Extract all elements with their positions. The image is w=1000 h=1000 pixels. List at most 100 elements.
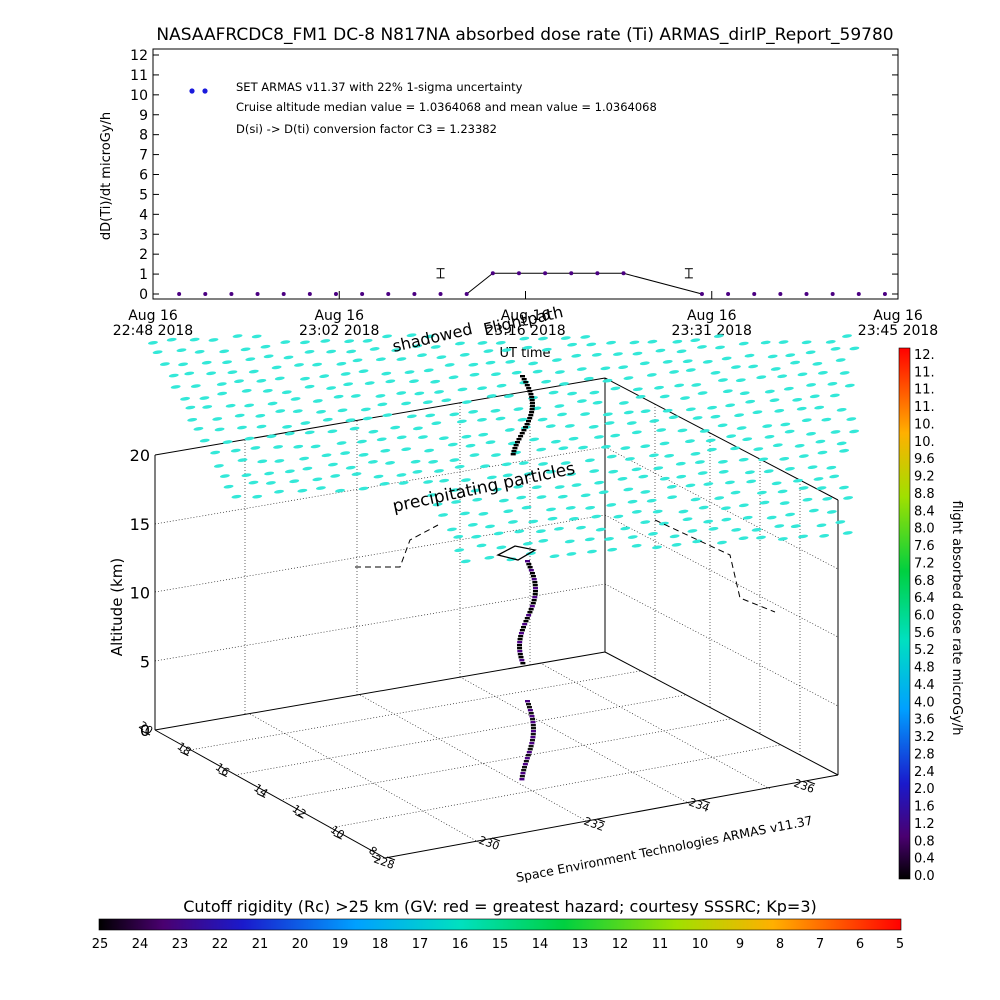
particle-mark	[682, 517, 693, 522]
particle-mark	[344, 339, 355, 344]
particle-mark	[654, 385, 664, 390]
particle-mark	[551, 358, 562, 362]
particle-mark	[725, 403, 736, 408]
particle-mark	[566, 552, 577, 556]
right-colorbar-tick-label: 0.8	[914, 834, 935, 849]
particle-mark	[742, 515, 753, 520]
particle-mark	[401, 447, 412, 451]
bottom-colorbar-tick-label: 22	[212, 937, 229, 952]
particle-mark	[358, 486, 369, 491]
particle-mark	[592, 400, 603, 405]
particle-mark	[826, 465, 837, 470]
flightpath-point	[522, 623, 528, 626]
particle-mark	[777, 537, 788, 541]
right-colorbar-tick-label: 4.4	[914, 678, 935, 693]
particle-mark	[669, 534, 680, 539]
particle-mark	[401, 401, 412, 406]
particle-mark	[756, 535, 767, 540]
particle-mark	[521, 505, 532, 510]
bottom-colorbar-tick-label: 21	[252, 937, 269, 952]
particle-mark	[726, 434, 737, 438]
particle-mark	[485, 440, 496, 445]
bottom-colorbar-tick-label: 20	[292, 937, 309, 952]
particle-mark	[516, 495, 527, 500]
particle-mark	[839, 448, 850, 453]
particle-mark	[606, 454, 617, 459]
particle-mark	[283, 355, 294, 360]
particle-mark	[424, 334, 435, 339]
particle-mark	[505, 359, 516, 364]
particle-mark	[772, 443, 783, 448]
particle-mark	[567, 391, 578, 396]
y-tick-label: 0	[139, 287, 148, 303]
particle-mark	[490, 453, 501, 457]
particle-mark	[351, 472, 362, 476]
particle-mark	[358, 369, 369, 374]
lat-tick-mark	[256, 793, 266, 798]
particle-mark	[300, 421, 311, 425]
right-colorbar-tick-label: 5.2	[914, 643, 935, 658]
particle-mark	[631, 430, 642, 435]
particle-mark	[250, 446, 261, 450]
particle-mark	[522, 345, 533, 350]
particle-mark	[690, 338, 701, 343]
particle-mark	[659, 394, 670, 399]
3d-grid	[154, 390, 839, 844]
particle-mark	[376, 437, 387, 442]
particle-mark	[779, 501, 790, 505]
particle-mark	[685, 368, 696, 372]
particle-mark	[538, 539, 549, 543]
y-tick-label: 10	[130, 88, 148, 104]
particle-mark	[423, 368, 434, 373]
particle-mark	[813, 477, 824, 481]
particle-mark	[557, 494, 568, 499]
flightpath-point	[522, 763, 528, 766]
particle-mark	[827, 381, 838, 386]
bottom-colorbar-tick-label: 15	[492, 937, 509, 952]
particle-mark	[152, 350, 163, 355]
particle-mark	[234, 379, 244, 383]
particle-mark	[245, 357, 256, 362]
particle-mark	[501, 462, 512, 467]
legend-dot-icon	[189, 88, 195, 94]
particle-mark	[738, 457, 749, 462]
particle-mark	[796, 406, 807, 411]
particle-mark	[199, 438, 210, 443]
particle-mark	[762, 424, 773, 428]
particle-mark	[682, 359, 693, 363]
flightpath-point	[525, 754, 531, 757]
lon-tick-label: 232	[582, 815, 606, 834]
particle-mark	[495, 416, 506, 421]
particle-mark	[425, 413, 436, 418]
particle-mark	[166, 337, 177, 342]
x-tick-label-time: 23:31 2018	[672, 323, 752, 339]
flightpath-point	[530, 727, 536, 730]
particle-mark	[548, 390, 559, 395]
particle-mark	[849, 346, 860, 351]
particle-mark	[685, 407, 696, 412]
particle-mark	[559, 382, 569, 386]
particle-mark	[326, 386, 337, 390]
particle-mark	[687, 529, 698, 533]
flightpath-point	[520, 375, 525, 378]
flightpath-point	[529, 408, 535, 411]
top-legend: SET ARMAS v11.37 with 22% 1-sigma uncert…	[189, 80, 657, 136]
particle-mark	[631, 509, 642, 514]
particle-mark	[478, 512, 489, 516]
data-point	[281, 292, 286, 296]
x-tick-label-date: Aug 16	[501, 308, 551, 324]
particle-mark	[304, 384, 315, 389]
particle-mark	[522, 541, 533, 546]
particle-mark	[797, 372, 808, 377]
particle-mark	[742, 437, 753, 442]
particle-mark	[453, 535, 464, 539]
particle-mark	[241, 473, 252, 477]
particle-mark	[783, 386, 794, 391]
particle-mark	[739, 391, 750, 396]
particle-mark	[266, 434, 277, 439]
data-point	[360, 292, 365, 296]
particle-mark	[835, 520, 846, 524]
bottom-colorbar-tick-label: 6	[856, 937, 864, 952]
data-point	[830, 292, 835, 296]
particle-mark	[778, 340, 789, 344]
